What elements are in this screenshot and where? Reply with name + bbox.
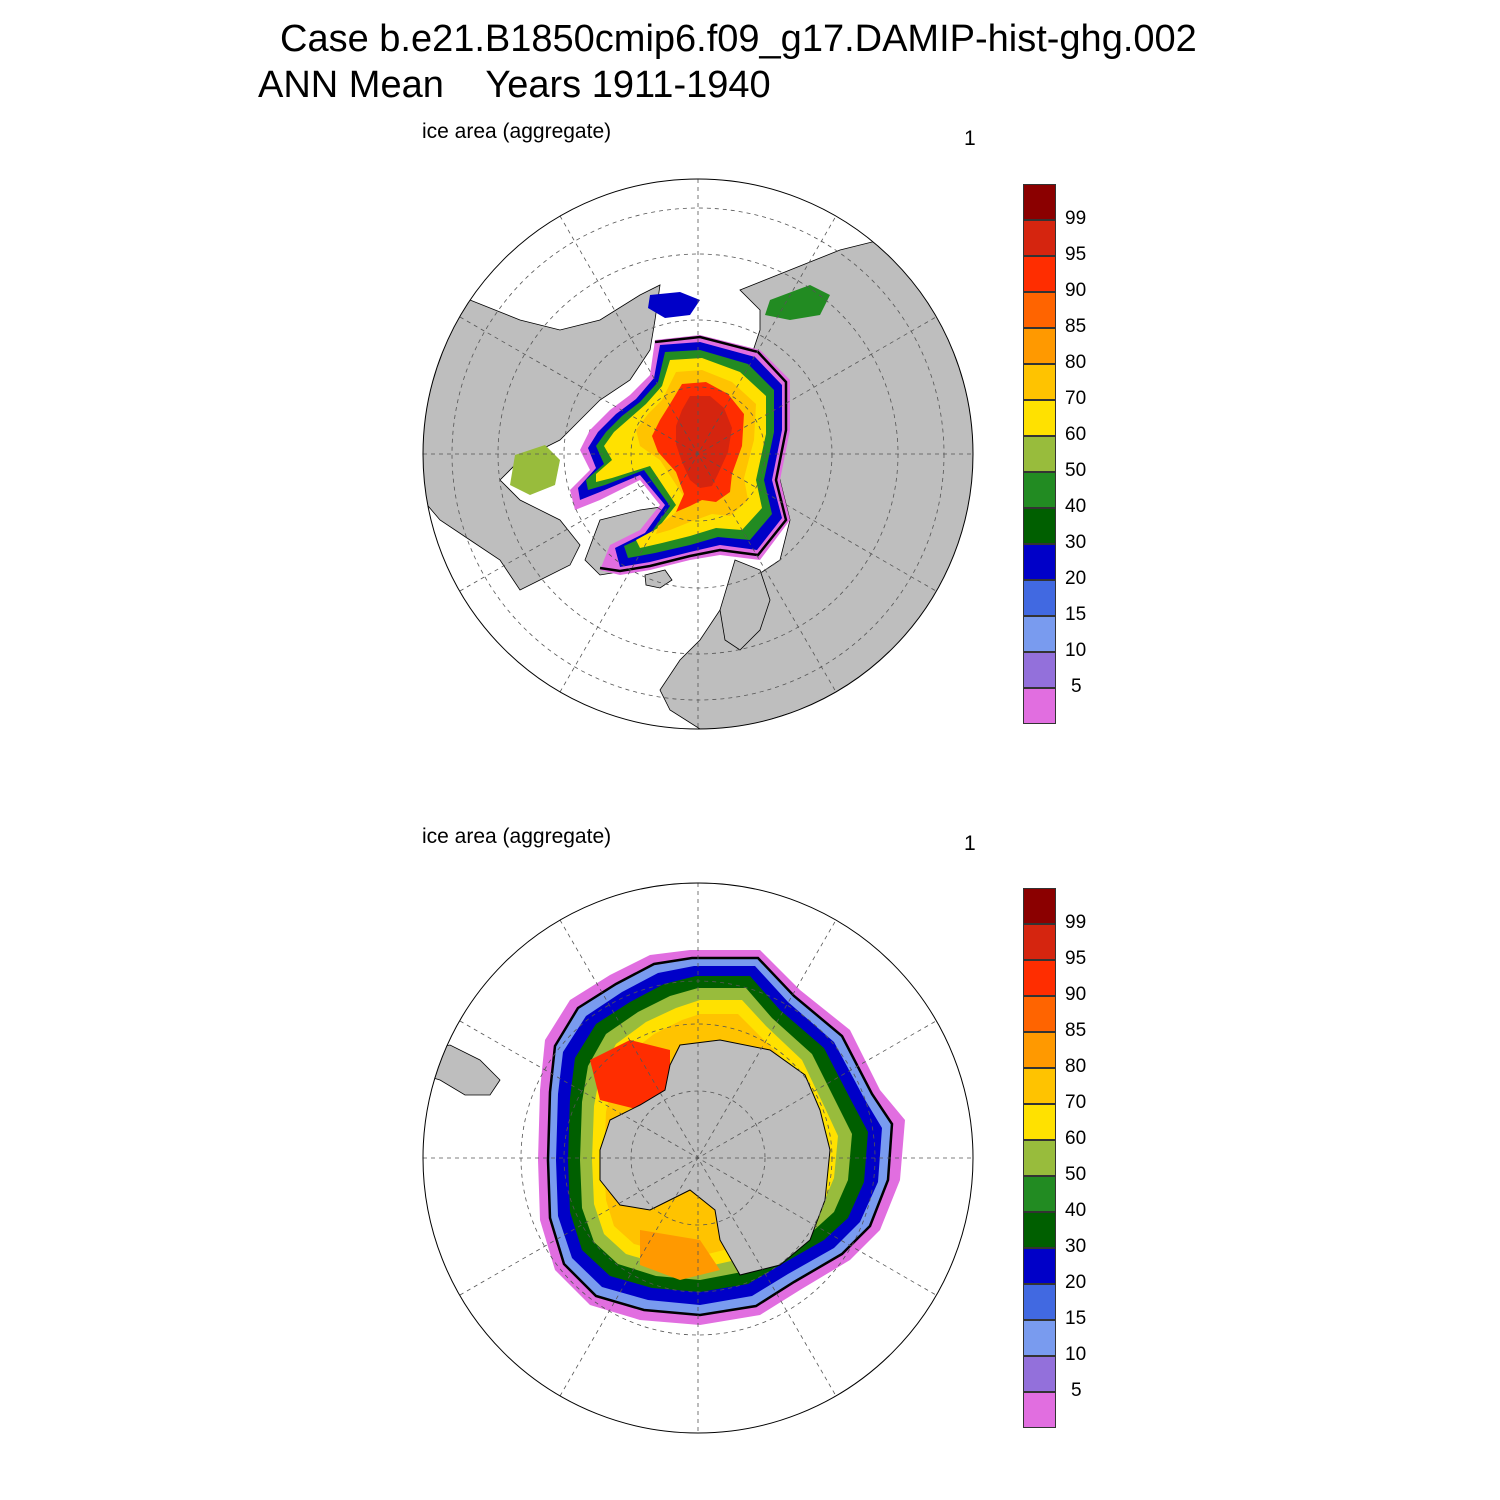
north-colorbar-box	[1023, 616, 1056, 652]
south-colorbar-box	[1023, 1284, 1056, 1320]
north-colorbar-label: 15	[1065, 604, 1087, 625]
south-colorbar-box	[1023, 924, 1056, 960]
north-colorbar-label: 85	[1065, 316, 1087, 337]
south-colorbar-box	[1023, 996, 1056, 1032]
south-colorbar-label: 60	[1065, 1128, 1087, 1149]
south-colorbar-label: 30	[1065, 1236, 1087, 1257]
south-colorbar-box	[1023, 960, 1056, 996]
south-colorbar-label: 70	[1065, 1092, 1087, 1113]
south-colorbar-label: 10	[1065, 1344, 1087, 1365]
north-colorbar-box	[1023, 544, 1056, 580]
south-colorbar-label: 15	[1065, 1308, 1087, 1329]
north-colorbar-box	[1023, 328, 1056, 364]
north-colorbar-box	[1023, 436, 1056, 472]
north-colorbar-box	[1023, 652, 1056, 688]
north-colorbar-label: 20	[1065, 568, 1087, 589]
north-colorbar-label: 50	[1065, 460, 1087, 481]
south-colorbar-label: 90	[1065, 984, 1087, 1005]
north-gridlines	[423, 179, 973, 729]
north-colorbar-label: 90	[1065, 280, 1087, 301]
south-colorbar-box	[1023, 1104, 1056, 1140]
south-panel-number: 1	[964, 832, 976, 855]
south-colorbar-box	[1023, 1032, 1056, 1068]
north-colorbar-box	[1023, 688, 1056, 724]
south-colorbar-box	[1023, 1068, 1056, 1104]
north-colorbar-label: 60	[1065, 424, 1087, 445]
south-colorbar-box	[1023, 1212, 1056, 1248]
figure-title-line2: ANN Mean Years 1911-1940	[258, 64, 771, 106]
north-colorbar-box	[1023, 400, 1056, 436]
north-colorbar-box	[1023, 472, 1056, 508]
north-colorbar-box	[1023, 256, 1056, 292]
north-colorbar-box	[1023, 364, 1056, 400]
north-panel-number: 1	[964, 127, 976, 150]
south-colorbar-label: 5	[1071, 1380, 1082, 1401]
south-colorbar-label: 99	[1065, 912, 1087, 933]
south-colorbar-box	[1023, 1140, 1056, 1176]
south-colorbar-box	[1023, 1392, 1056, 1428]
north-ice-field	[510, 285, 830, 575]
south-colorbar-box	[1023, 1356, 1056, 1392]
north-colorbar-label: 10	[1065, 640, 1087, 661]
south-colorbar-box	[1023, 888, 1056, 924]
south-colorbar-label: 50	[1065, 1164, 1087, 1185]
north-colorbar-label: 70	[1065, 388, 1087, 409]
north-colorbar-label: 30	[1065, 532, 1087, 553]
south-colorbar-box	[1023, 1320, 1056, 1356]
south-colorbar-label: 85	[1065, 1020, 1087, 1041]
south-gridlines	[423, 883, 973, 1433]
north-panel-label: ice area (aggregate)	[422, 120, 612, 143]
figure-title-line1: Case b.e21.B1850cmip6.f09_g17.DAMIP-hist…	[280, 18, 1197, 60]
south-colorbar-label: 80	[1065, 1056, 1087, 1077]
north-colorbar-box	[1023, 184, 1056, 220]
south-colorbar-label: 95	[1065, 948, 1087, 969]
south-colorbar-box	[1023, 1248, 1056, 1284]
south-colorbar-label: 40	[1065, 1200, 1087, 1221]
north-colorbar-label: 40	[1065, 496, 1087, 517]
north-polar-map	[422, 178, 974, 730]
south-colorbar-label: 20	[1065, 1272, 1087, 1293]
north-colorbar-label: 80	[1065, 352, 1087, 373]
north-colorbar-label: 5	[1071, 676, 1082, 697]
north-colorbar-box	[1023, 580, 1056, 616]
north-colorbar-box	[1023, 292, 1056, 328]
north-colorbar-label: 99	[1065, 208, 1087, 229]
north-colorbar-box	[1023, 220, 1056, 256]
north-colorbar-box	[1023, 508, 1056, 544]
north-colorbar-label: 95	[1065, 244, 1087, 265]
south-polar-map	[422, 882, 974, 1434]
south-panel-label: ice area (aggregate)	[422, 825, 612, 848]
antarctica-land	[599, 1039, 831, 1276]
south-colorbar-box	[1023, 1176, 1056, 1212]
